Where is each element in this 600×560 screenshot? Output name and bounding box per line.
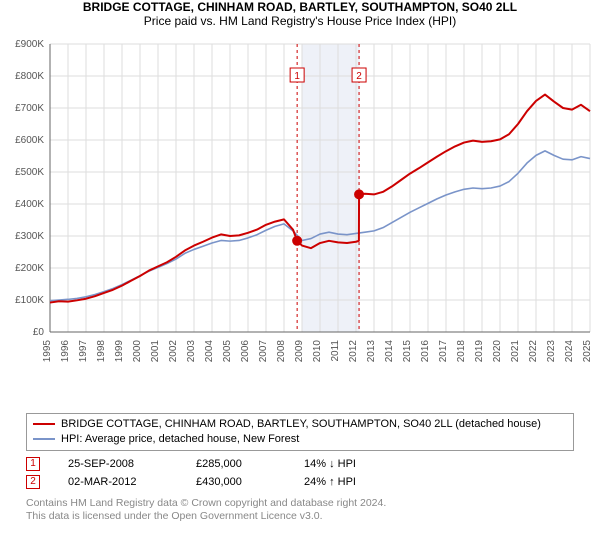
event-row-1: 1 25-SEP-2008 £285,000 14% ↓ HPI [26, 455, 574, 473]
svg-text:2001: 2001 [150, 340, 161, 363]
svg-text:2021: 2021 [510, 340, 521, 363]
legend-swatch-property [33, 423, 55, 425]
event-price-1: £285,000 [196, 458, 276, 470]
svg-text:2017: 2017 [438, 340, 449, 363]
legend-label-property: BRIDGE COTTAGE, CHINHAM ROAD, BARTLEY, S… [61, 417, 541, 432]
svg-text:2019: 2019 [474, 340, 485, 363]
svg-text:£600K: £600K [15, 135, 44, 146]
svg-text:2020: 2020 [492, 340, 503, 363]
chart-subtitle: Price paid vs. HM Land Registry's House … [0, 14, 600, 28]
svg-text:2013: 2013 [366, 340, 377, 363]
svg-text:2012: 2012 [348, 340, 359, 363]
svg-text:2005: 2005 [222, 340, 233, 363]
event-delta-2: 24% ↑ HPI [304, 476, 356, 488]
event-delta-1: 14% ↓ HPI [304, 458, 356, 470]
svg-text:2015: 2015 [402, 340, 413, 363]
svg-text:2004: 2004 [204, 340, 215, 363]
event-tag-1: 1 [26, 457, 40, 471]
chart-title: BRIDGE COTTAGE, CHINHAM ROAD, BARTLEY, S… [0, 0, 600, 14]
svg-text:£500K: £500K [15, 167, 44, 178]
event-tag-2: 2 [26, 475, 40, 489]
svg-text:2022: 2022 [528, 340, 539, 363]
svg-text:£300K: £300K [15, 231, 44, 242]
svg-text:£100K: £100K [15, 295, 44, 306]
svg-text:1996: 1996 [60, 340, 71, 363]
event-date-1: 25-SEP-2008 [68, 458, 168, 470]
legend-item-property: BRIDGE COTTAGE, CHINHAM ROAD, BARTLEY, S… [33, 417, 567, 432]
svg-text:1999: 1999 [114, 340, 125, 363]
svg-text:1997: 1997 [78, 340, 89, 363]
svg-text:2007: 2007 [258, 340, 269, 363]
svg-text:2002: 2002 [168, 340, 179, 363]
svg-text:£400K: £400K [15, 199, 44, 210]
attribution: Contains HM Land Registry data © Crown c… [26, 497, 574, 523]
legend-label-hpi: HPI: Average price, detached house, New … [61, 432, 299, 447]
svg-text:2000: 2000 [132, 340, 143, 363]
legend-swatch-hpi [33, 438, 55, 440]
svg-text:2009: 2009 [294, 340, 305, 363]
legend: BRIDGE COTTAGE, CHINHAM ROAD, BARTLEY, S… [26, 413, 574, 451]
svg-text:1995: 1995 [42, 340, 53, 363]
svg-text:2010: 2010 [312, 340, 323, 363]
chart-area: £0 £100K £200K £300K £400K £500K £600K £700K £80… [0, 32, 600, 407]
svg-text:2023: 2023 [546, 340, 557, 363]
svg-text:£900K: £900K [15, 39, 44, 50]
attribution-line-1: Contains HM Land Registry data © Crown c… [26, 497, 574, 510]
svg-text:2008: 2008 [276, 340, 287, 363]
svg-text:2025: 2025 [582, 340, 593, 363]
event-row-2: 2 02-MAR-2012 £430,000 24% ↑ HPI [26, 473, 574, 491]
svg-text:2014: 2014 [384, 340, 395, 363]
svg-text:2016: 2016 [420, 340, 431, 363]
legend-item-hpi: HPI: Average price, detached house, New … [33, 432, 567, 447]
events-table: 1 25-SEP-2008 £285,000 14% ↓ HPI 2 02-MA… [26, 455, 574, 491]
svg-text:£700K: £700K [15, 103, 44, 114]
svg-text:2003: 2003 [186, 340, 197, 363]
line-chart-svg: £0 £100K £200K £300K £400K £500K £600K £700K £80… [0, 32, 600, 402]
svg-text:2011: 2011 [330, 340, 341, 362]
svg-text:2006: 2006 [240, 340, 251, 363]
svg-text:£800K: £800K [15, 71, 44, 82]
svg-text:1: 1 [294, 71, 300, 82]
svg-text:2018: 2018 [456, 340, 467, 363]
event-date-2: 02-MAR-2012 [68, 476, 168, 488]
svg-text:1998: 1998 [96, 340, 107, 363]
svg-text:2: 2 [356, 71, 362, 82]
svg-text:2024: 2024 [564, 340, 575, 363]
svg-text:£200K: £200K [15, 263, 44, 274]
event-price-2: £430,000 [196, 476, 276, 488]
svg-text:£0: £0 [33, 327, 45, 338]
attribution-line-2: This data is licensed under the Open Gov… [26, 510, 574, 523]
